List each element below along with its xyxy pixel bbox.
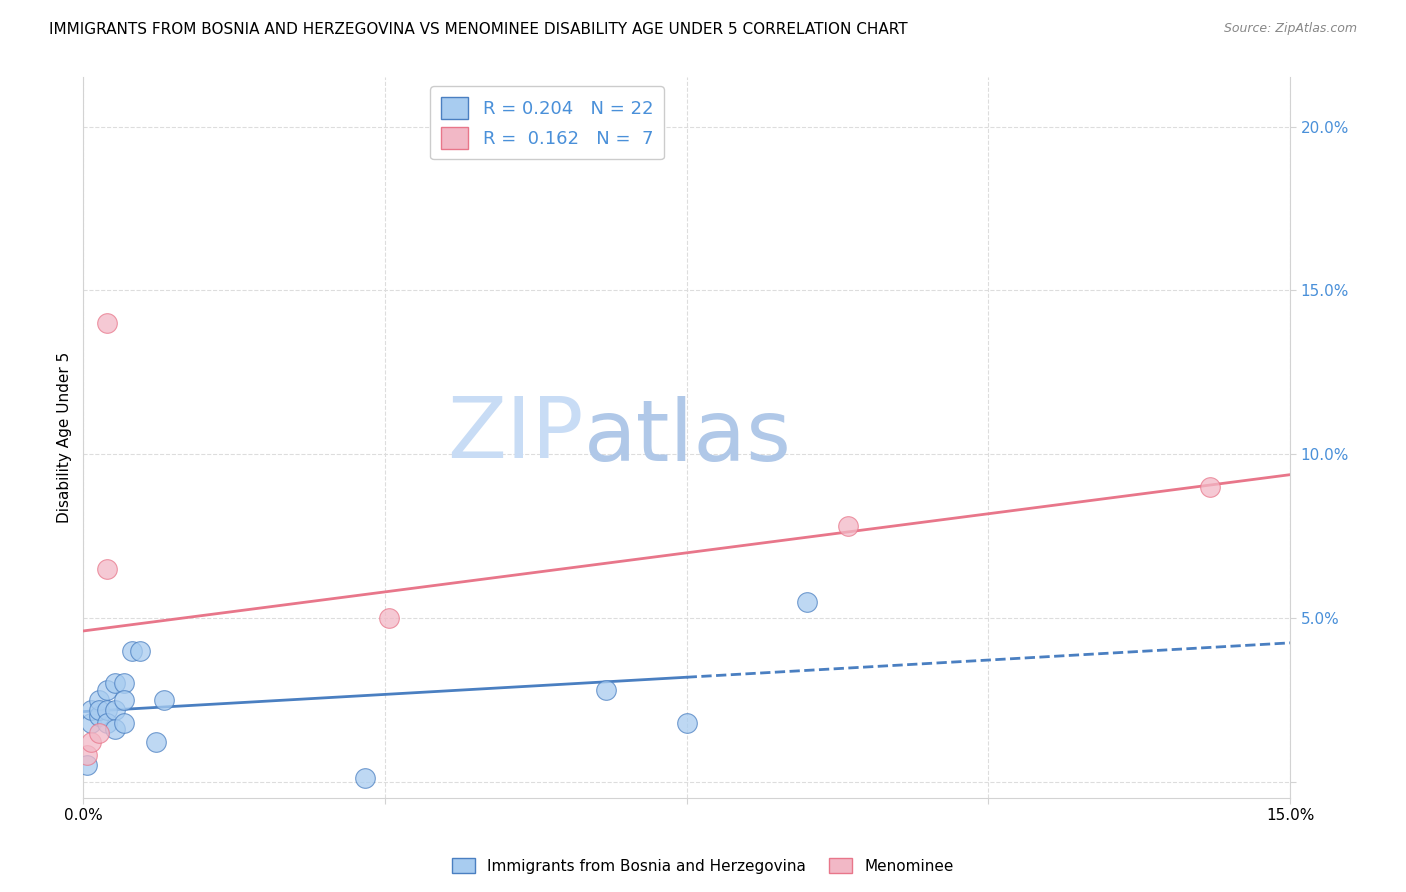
Point (354, 772, 377, 786)
Point (89, 709, 111, 723)
Text: atlas: atlas (583, 396, 792, 479)
Point (76, 748, 98, 763)
Point (96, 562, 118, 576)
Point (96, 715, 118, 730)
Point (145, 735, 167, 749)
Point (837, 519, 859, 533)
Point (96, 316, 118, 330)
Point (112, 715, 135, 730)
Point (595, 683, 617, 698)
Point (104, 723, 127, 737)
Point (152, 693, 174, 707)
Point (89, 693, 111, 707)
Point (96, 683, 118, 698)
Point (104, 703, 127, 717)
Point (112, 693, 135, 707)
Point (796, 594, 818, 608)
Point (80, 715, 103, 730)
Point (80, 735, 103, 749)
Point (104, 676, 127, 690)
Point (128, 643, 150, 657)
Point (121, 643, 143, 657)
Legend: Immigrants from Bosnia and Herzegovina, Menominee: Immigrants from Bosnia and Herzegovina, … (446, 852, 960, 880)
Point (80, 703, 103, 717)
Point (76, 758, 98, 772)
Text: ZIP: ZIP (447, 392, 583, 475)
Point (675, 715, 697, 730)
Point (1198, 480, 1220, 494)
Point (378, 611, 401, 625)
Text: Source: ZipAtlas.com: Source: ZipAtlas.com (1223, 22, 1357, 36)
Point (89, 725, 111, 739)
Point (112, 676, 135, 690)
Legend: R = 0.204   N = 22, R =  0.162   N =  7: R = 0.204 N = 22, R = 0.162 N = 7 (430, 87, 664, 160)
Point (96, 703, 118, 717)
Y-axis label: Disability Age Under 5: Disability Age Under 5 (58, 352, 72, 524)
Point (89, 703, 111, 717)
Text: IMMIGRANTS FROM BOSNIA AND HERZEGOVINA VS MENOMINEE DISABILITY AGE UNDER 5 CORRE: IMMIGRANTS FROM BOSNIA AND HERZEGOVINA V… (49, 22, 908, 37)
